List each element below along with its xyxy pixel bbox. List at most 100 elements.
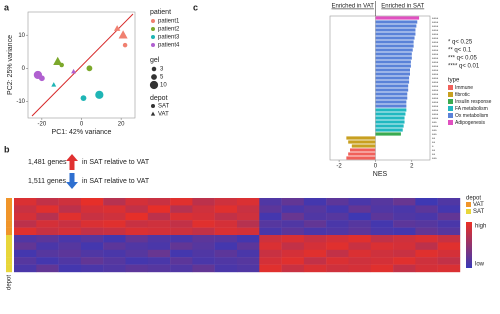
heatmap-cell [214, 242, 238, 250]
heatmap-cell [415, 220, 438, 228]
heatmap-cell [437, 235, 461, 243]
x-axis-label: PC1: 42% variance [52, 129, 112, 136]
legend-swatch [448, 85, 453, 90]
heatmap-cell [415, 205, 438, 213]
heatmap-cell [36, 242, 59, 250]
heatmap-cell [281, 227, 305, 236]
heatmap-cell [303, 198, 327, 206]
significance: * [432, 144, 434, 149]
legend-label: VAT [158, 112, 169, 118]
heatmap-cell [281, 249, 305, 258]
heatmap-cell [415, 249, 438, 258]
heatmap-cell [80, 220, 104, 228]
heatmap-cell [58, 264, 82, 273]
heatmap-cell [170, 235, 193, 243]
heatmap-cell [36, 205, 59, 213]
bar [375, 16, 420, 20]
significance: *** [432, 120, 437, 125]
significance: **** [432, 52, 439, 57]
heatmap-cell [170, 220, 193, 228]
heatmap-cell [237, 212, 260, 221]
legend-label: FA metabolism [455, 106, 488, 112]
heatmap-cell [147, 264, 171, 273]
depot-strip-label: depot [7, 275, 13, 290]
y-tick-label: -10 [16, 99, 25, 105]
heatmap-cell [437, 212, 461, 221]
significance: **** [432, 48, 439, 53]
heatmap-cell [170, 198, 193, 206]
heatmap-cell [326, 212, 349, 221]
significance: **** [432, 76, 439, 81]
heatmap-cell [103, 212, 126, 221]
heatmap-cell [348, 227, 371, 236]
bar [375, 52, 412, 56]
significance: **** [432, 84, 439, 89]
heatmap-cell [80, 257, 104, 265]
heatmap-cell [14, 242, 37, 250]
heatmap-cell [192, 212, 215, 221]
heatmap-cell [348, 198, 371, 206]
heatmap-cell [326, 242, 349, 250]
heatmap-cell [58, 242, 82, 250]
x-tick-label: -2 [336, 164, 342, 170]
legend-label: 5 [160, 75, 164, 81]
point [80, 95, 87, 102]
heatmap-cell [192, 220, 215, 228]
bar [375, 28, 416, 32]
heatmap-cell [259, 227, 282, 236]
legend-shape [150, 111, 156, 116]
heatmap-cell [237, 235, 260, 243]
heatmap-cell [259, 235, 282, 243]
heatmap-cell [58, 227, 82, 236]
bar [375, 40, 414, 44]
heatmap-cell [326, 257, 349, 265]
heatmap-cell [170, 264, 193, 273]
point [113, 25, 121, 31]
legend-label: SAT [158, 104, 170, 110]
heatmap-cell [103, 235, 126, 243]
heatmap-cell [303, 249, 327, 258]
heatmap-cell [58, 198, 82, 206]
heatmap-cell [370, 212, 394, 221]
bar [375, 124, 404, 128]
annotation-count: 1,511 genes [28, 178, 67, 185]
heatmap-cell [58, 212, 82, 221]
heatmap-cell [393, 212, 416, 221]
legend-size [149, 80, 159, 90]
point [95, 90, 104, 99]
heatmap-cell [303, 257, 327, 265]
heatmap-cell [259, 257, 282, 265]
significance: **** [432, 96, 439, 101]
heatmap-cell [259, 242, 282, 250]
heatmap-cell [192, 264, 215, 273]
heatmap-cell [125, 264, 148, 273]
trend-line [31, 13, 134, 117]
significance: ** [432, 136, 436, 141]
heatmap-cell [58, 235, 82, 243]
heatmap-cell [348, 235, 371, 243]
bar [375, 68, 410, 72]
heatmap-cell [103, 198, 126, 206]
significance: **** [432, 24, 439, 29]
heatmap-cell [303, 212, 327, 221]
legend-swatch [151, 27, 155, 31]
significance: **** [432, 108, 439, 113]
point [59, 62, 64, 68]
legend-label: patient1 [158, 19, 180, 25]
legend-title: type [448, 78, 460, 84]
heatmap-cell [103, 257, 126, 265]
heatmap-cell [125, 242, 148, 250]
heatmap-cell [259, 205, 282, 213]
significance: **** [432, 68, 439, 73]
legend-swatch [151, 35, 155, 39]
heatmap-cell [237, 242, 260, 250]
legend-label: Immune [455, 85, 473, 91]
heatmap-cell [393, 220, 416, 228]
significance: **** [432, 104, 439, 109]
heatmap-cell [259, 212, 282, 221]
x-tick-label: -20 [38, 122, 47, 128]
depot-strip [6, 198, 12, 206]
legend-shape [151, 104, 155, 108]
heatmap-cell [147, 220, 171, 228]
heatmap-cell [415, 264, 438, 273]
